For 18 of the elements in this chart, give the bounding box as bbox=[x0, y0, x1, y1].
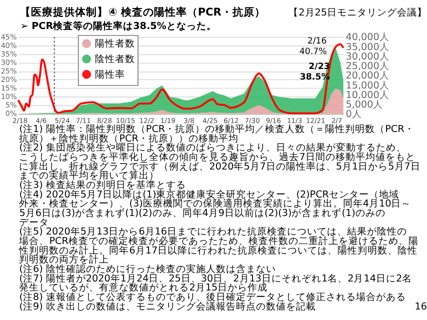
legend-label: 陽性者数 bbox=[95, 37, 136, 50]
chart-subtitle: ➢ PCR検査等の陽性率は38.5%となった。 bbox=[20, 20, 216, 32]
y2-tick-label: 40,000人 bbox=[346, 32, 390, 44]
y2-tick-label: 5,000人 bbox=[346, 100, 384, 111]
y2-tick-label: 0人 bbox=[346, 109, 362, 120]
legend-label: 陰性者数 bbox=[95, 52, 136, 65]
chart-title: 【医療提供体制】④ 検査の陽性率（PCR・抗原） bbox=[20, 6, 266, 19]
text: 16 bbox=[414, 301, 427, 312]
y2-tick-label: 20,000人 bbox=[346, 70, 390, 82]
y2-tick-label: 30,000人 bbox=[346, 51, 390, 62]
y2-tick-label: 10,000人 bbox=[346, 90, 390, 101]
y2-tick-label: 25,000人 bbox=[346, 61, 390, 72]
legend-label: 陽性率 bbox=[95, 68, 126, 80]
text: 【2月25日モニタリング会議】 bbox=[288, 6, 427, 19]
text: (注6) 陰性確認のために行った検査の実施人数は含まない bbox=[19, 263, 276, 275]
y2-tick-label: 35,000人 bbox=[346, 42, 390, 53]
y2-tick-label: 15,000人 bbox=[346, 80, 390, 92]
annotation: 2/16 40.7% bbox=[299, 36, 327, 57]
